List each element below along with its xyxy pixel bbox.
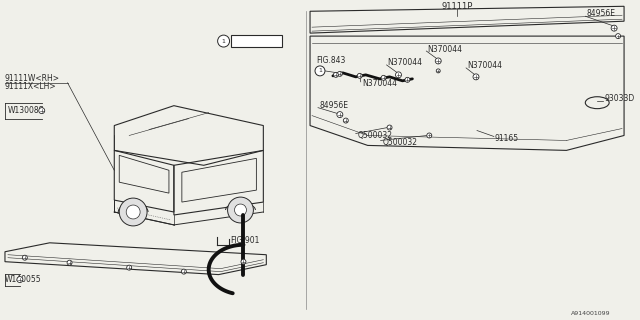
Circle shape [435, 58, 441, 64]
Circle shape [337, 71, 342, 76]
Circle shape [343, 118, 348, 123]
Circle shape [39, 108, 45, 114]
Circle shape [315, 66, 325, 76]
Text: W140055: W140055 [5, 275, 42, 284]
Text: 1: 1 [318, 68, 322, 73]
Circle shape [218, 35, 230, 47]
Circle shape [119, 198, 147, 226]
Circle shape [126, 205, 140, 219]
Circle shape [616, 34, 621, 39]
Circle shape [333, 72, 339, 77]
Circle shape [473, 74, 479, 80]
Circle shape [436, 69, 440, 73]
Text: N370044: N370044 [467, 61, 502, 70]
Circle shape [337, 112, 343, 117]
Circle shape [67, 260, 72, 265]
Text: 84956E: 84956E [320, 101, 349, 110]
Circle shape [387, 125, 392, 130]
Text: 91111X<LH>: 91111X<LH> [5, 82, 56, 91]
Text: N370044: N370044 [428, 44, 462, 53]
Text: A914001099: A914001099 [572, 311, 611, 316]
Text: 93033D: 93033D [604, 94, 634, 103]
Text: Q500032: Q500032 [358, 131, 393, 140]
Circle shape [381, 76, 386, 80]
Text: FIG.901: FIG.901 [230, 236, 260, 245]
Text: W130088: W130088 [8, 106, 44, 115]
Bar [230, 35, 282, 47]
Circle shape [181, 269, 186, 274]
Circle shape [127, 265, 132, 270]
Text: N370044: N370044 [388, 59, 422, 68]
Text: FIG.843: FIG.843 [316, 56, 346, 66]
Circle shape [241, 259, 246, 264]
Text: N370044: N370044 [363, 79, 397, 88]
Text: 91111P: 91111P [442, 2, 473, 11]
Circle shape [22, 255, 28, 260]
Text: 91111W<RH>: 91111W<RH> [5, 74, 60, 83]
Circle shape [228, 197, 253, 223]
Text: Q500032: Q500032 [383, 138, 417, 147]
Circle shape [17, 276, 23, 283]
Circle shape [234, 204, 246, 216]
Circle shape [405, 77, 410, 82]
Text: W300065: W300065 [232, 36, 273, 45]
Text: 1: 1 [221, 39, 225, 44]
Text: 84956E: 84956E [586, 9, 615, 18]
Text: 91165: 91165 [495, 134, 519, 143]
Circle shape [396, 72, 401, 78]
Circle shape [611, 25, 617, 31]
Circle shape [357, 73, 362, 78]
Circle shape [427, 133, 432, 138]
